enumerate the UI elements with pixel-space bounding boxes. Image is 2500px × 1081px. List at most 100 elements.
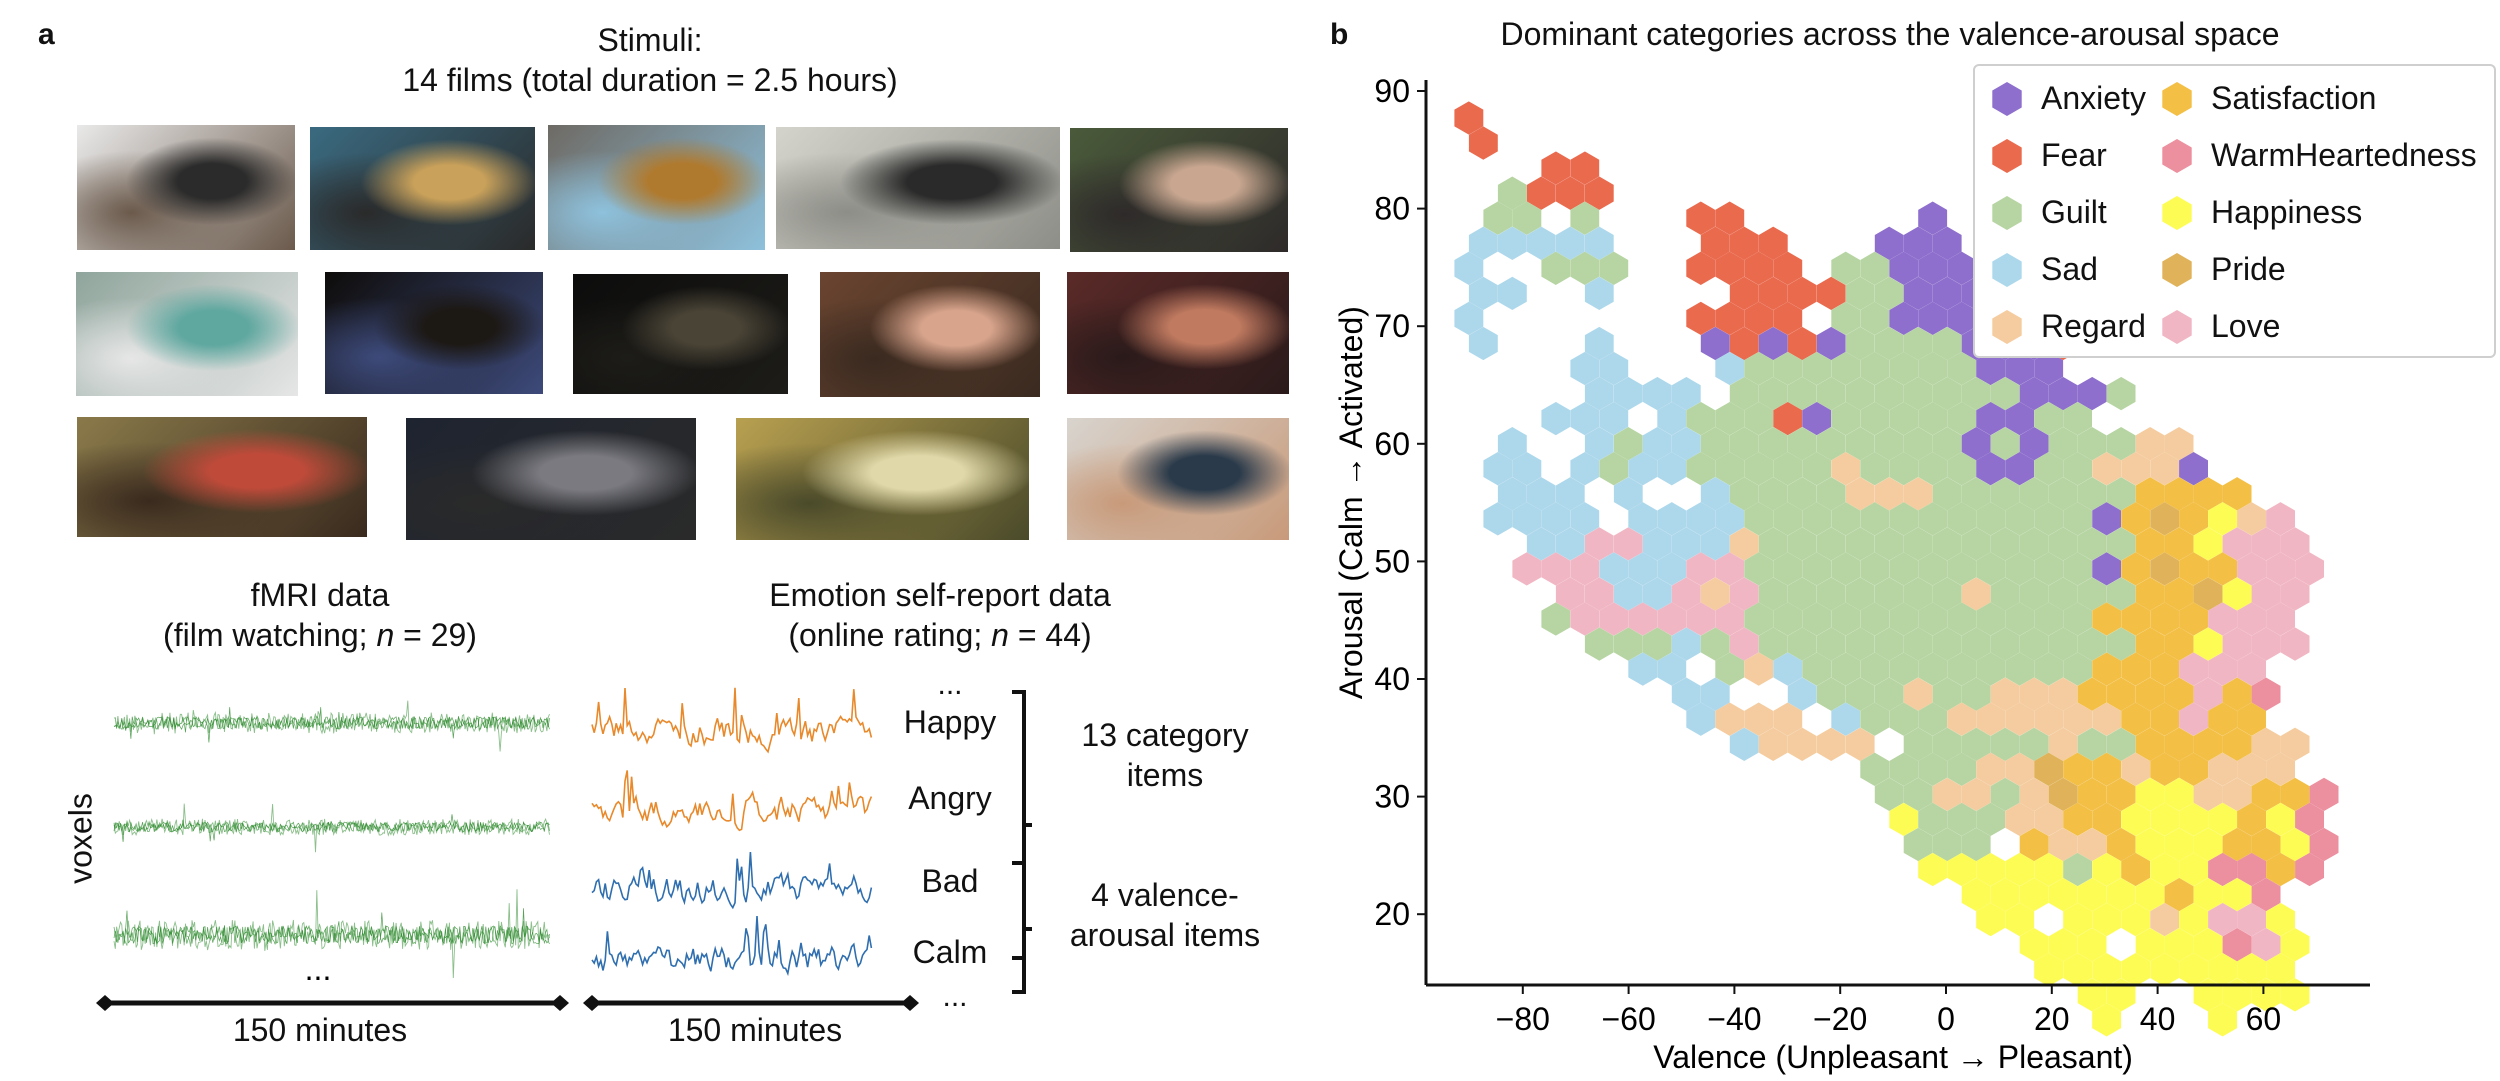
hex-bin: [1744, 401, 1774, 436]
hex-bin: [2179, 652, 2208, 686]
hex-bin: [1816, 577, 1846, 611]
hex-bin: [1671, 677, 1701, 711]
hex-bin: [2092, 652, 2121, 686]
arrow-head-left-icon: [96, 995, 114, 1011]
y-tick-label: 90: [1374, 73, 1410, 109]
hex-bin: [1483, 201, 1513, 235]
hex-bin: [1845, 527, 1875, 561]
hex-bin: [1976, 602, 2006, 636]
hex-bin: [1932, 577, 1962, 611]
hex-bin: [2150, 902, 2179, 937]
hex-bin: [1700, 427, 1730, 461]
report-title: Emotion self-report data (online rating;…: [680, 575, 1200, 655]
film-thumbnail: [776, 127, 1060, 249]
x-axis-label: Valence (Unpleasant → Pleasant): [1653, 1039, 2133, 1075]
arrow-head-right-icon: [551, 995, 569, 1011]
hex-bin: [1976, 902, 2006, 937]
hex-bin: [1773, 301, 1803, 336]
hex-bin: [1497, 427, 1527, 461]
hex-bin: [1961, 727, 1991, 761]
hex-bin: [2048, 777, 2078, 812]
hex-bin: [1729, 727, 1759, 761]
hex-bin: [2237, 652, 2266, 686]
hexagon-icon: [2162, 139, 2192, 173]
arrow-head-left-icon: [583, 995, 601, 1011]
hex-bin: [1961, 527, 1991, 561]
hex-bin: [1816, 627, 1846, 661]
hex-bin: [1990, 677, 2020, 711]
hex-bin: [2034, 552, 2064, 586]
hex-bin: [1744, 552, 1774, 586]
va-group-line-1: 4 valence-: [1091, 877, 1239, 913]
hex-bin: [2092, 702, 2121, 736]
hex-bin: [1541, 151, 1571, 185]
hex-bin: [1512, 201, 1542, 235]
hex-bin: [1555, 527, 1585, 561]
hex-bin: [1526, 527, 1556, 561]
hex-bin: [2077, 376, 2107, 411]
hex-bin: [1860, 452, 1890, 486]
hex-bin: [2092, 1003, 2121, 1037]
hex-bin: [1976, 351, 2006, 386]
hex-bin: [2106, 827, 2136, 862]
hex-bin: [1584, 176, 1614, 210]
hex-bin: [1657, 401, 1687, 436]
hex-bin: [2005, 351, 2035, 386]
hex-bin: [2106, 577, 2136, 611]
hex-bin: [2019, 427, 2049, 461]
hex-bin: [1860, 502, 1890, 536]
hex-bin: [2106, 978, 2136, 1012]
hex-bin: [2222, 727, 2252, 761]
hex-bin: [2019, 577, 2049, 611]
hex-bin: [1729, 326, 1759, 361]
hex-bin: [2121, 652, 2150, 686]
hex-bin: [2135, 827, 2165, 862]
hex-bin: [2034, 852, 2064, 887]
hex-bin: [1816, 376, 1846, 411]
hex-bin: [2048, 827, 2078, 862]
hex-bin: [1889, 602, 1919, 636]
hex-bin: [1787, 527, 1817, 561]
hex-bin: [1816, 677, 1846, 711]
hex-bin: [1990, 777, 2020, 812]
film-thumbnail: [1070, 128, 1288, 252]
y-tick-label: 30: [1374, 779, 1410, 815]
hex-bin: [2179, 602, 2208, 636]
hex-bin: [1599, 602, 1629, 636]
category-group-line-1: 13 category: [1081, 717, 1249, 753]
hex-bin: [1700, 326, 1730, 361]
hex-bin: [2005, 401, 2035, 436]
hex-bin: [1990, 727, 2020, 761]
hex-bin: [1874, 326, 1904, 361]
hex-bin: [1468, 126, 1498, 160]
hex-bin: [2251, 527, 2281, 561]
hex-bin: [2266, 902, 2295, 937]
hex-bin: [1787, 276, 1817, 311]
hex-bin: [1918, 702, 1948, 736]
fmri-title-n: n: [376, 617, 395, 653]
hex-bin: [1613, 627, 1643, 661]
items-bottom-ellipsis: ...: [942, 980, 968, 1013]
hex-bin: [1729, 376, 1759, 411]
emotion-traces: [591, 687, 873, 977]
hex-bin: [2208, 1003, 2237, 1037]
hex-bin: [1860, 351, 1890, 386]
hex-bin: [2222, 877, 2252, 912]
hex-bin: [1657, 452, 1687, 486]
hex-bin: [1932, 276, 1962, 311]
hex-bin: [1918, 251, 1948, 285]
hex-bin: [1584, 326, 1614, 361]
hex-bin: [2222, 527, 2252, 561]
hex-bin: [2193, 978, 2223, 1012]
hex-bin: [2005, 552, 2035, 586]
hex-bin: [2135, 627, 2165, 661]
hex-bin: [2164, 677, 2194, 711]
hex-bin: [1657, 652, 1687, 686]
hex-bin: [1947, 652, 1977, 686]
hex-bin: [1497, 477, 1527, 511]
fmri-title: fMRI data (film watching; n = 29): [110, 575, 530, 655]
fmri-duration: 150 minutes: [232, 1012, 408, 1048]
hex-bin: [1802, 602, 1832, 636]
stimuli-title: Stimuli: 14 films (total duration = 2.5 …: [330, 20, 970, 100]
hex-bin: [1526, 477, 1556, 511]
